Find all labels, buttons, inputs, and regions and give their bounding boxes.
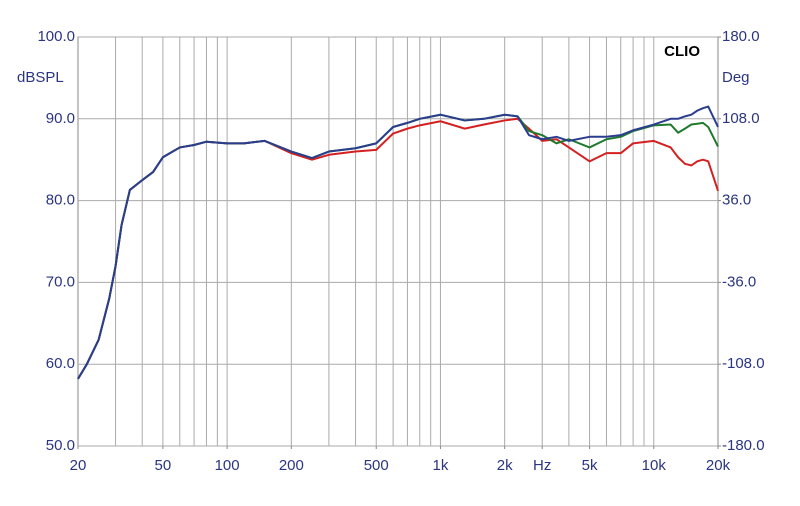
y-tick-label: 90.0 (46, 110, 75, 127)
y2-axis-label: Deg (722, 69, 750, 86)
x-tick-label: Hz (533, 457, 551, 474)
x-tick-label: 100 (215, 457, 240, 474)
response-line (77, 105, 719, 380)
x-tick-label: 2k (497, 457, 513, 474)
y-axis-label: dBSPL (17, 69, 64, 86)
y2-tick-label: -180.0 (722, 437, 765, 454)
y2-tick-label: -36.0 (722, 273, 756, 290)
x-tick-label: 500 (364, 457, 389, 474)
y-tick-label: 70.0 (46, 273, 75, 290)
x-tick-label: 5k (582, 457, 598, 474)
plot-area (77, 36, 719, 447)
x-tick-label: 20k (706, 457, 731, 474)
y2-tick-label: -108.0 (722, 355, 765, 372)
y-tick-label: 50.0 (46, 437, 75, 454)
x-tick-label: 50 (155, 457, 172, 474)
x-tick-label: 200 (279, 457, 304, 474)
y-tick-label: 60.0 (46, 355, 75, 372)
y2-tick-label: 108.0 (722, 110, 760, 127)
y2-tick-label: 36.0 (722, 192, 751, 209)
y2-tick-label: 180.0 (722, 28, 760, 45)
x-tick-label: 20 (70, 457, 87, 474)
y-tick-label: 100.0 (37, 28, 75, 45)
y-tick-label: 80.0 (46, 192, 75, 209)
x-tick-label: 1k (433, 457, 449, 474)
chart-title: CLIO (664, 43, 700, 60)
x-tick-label: 10k (642, 457, 667, 474)
